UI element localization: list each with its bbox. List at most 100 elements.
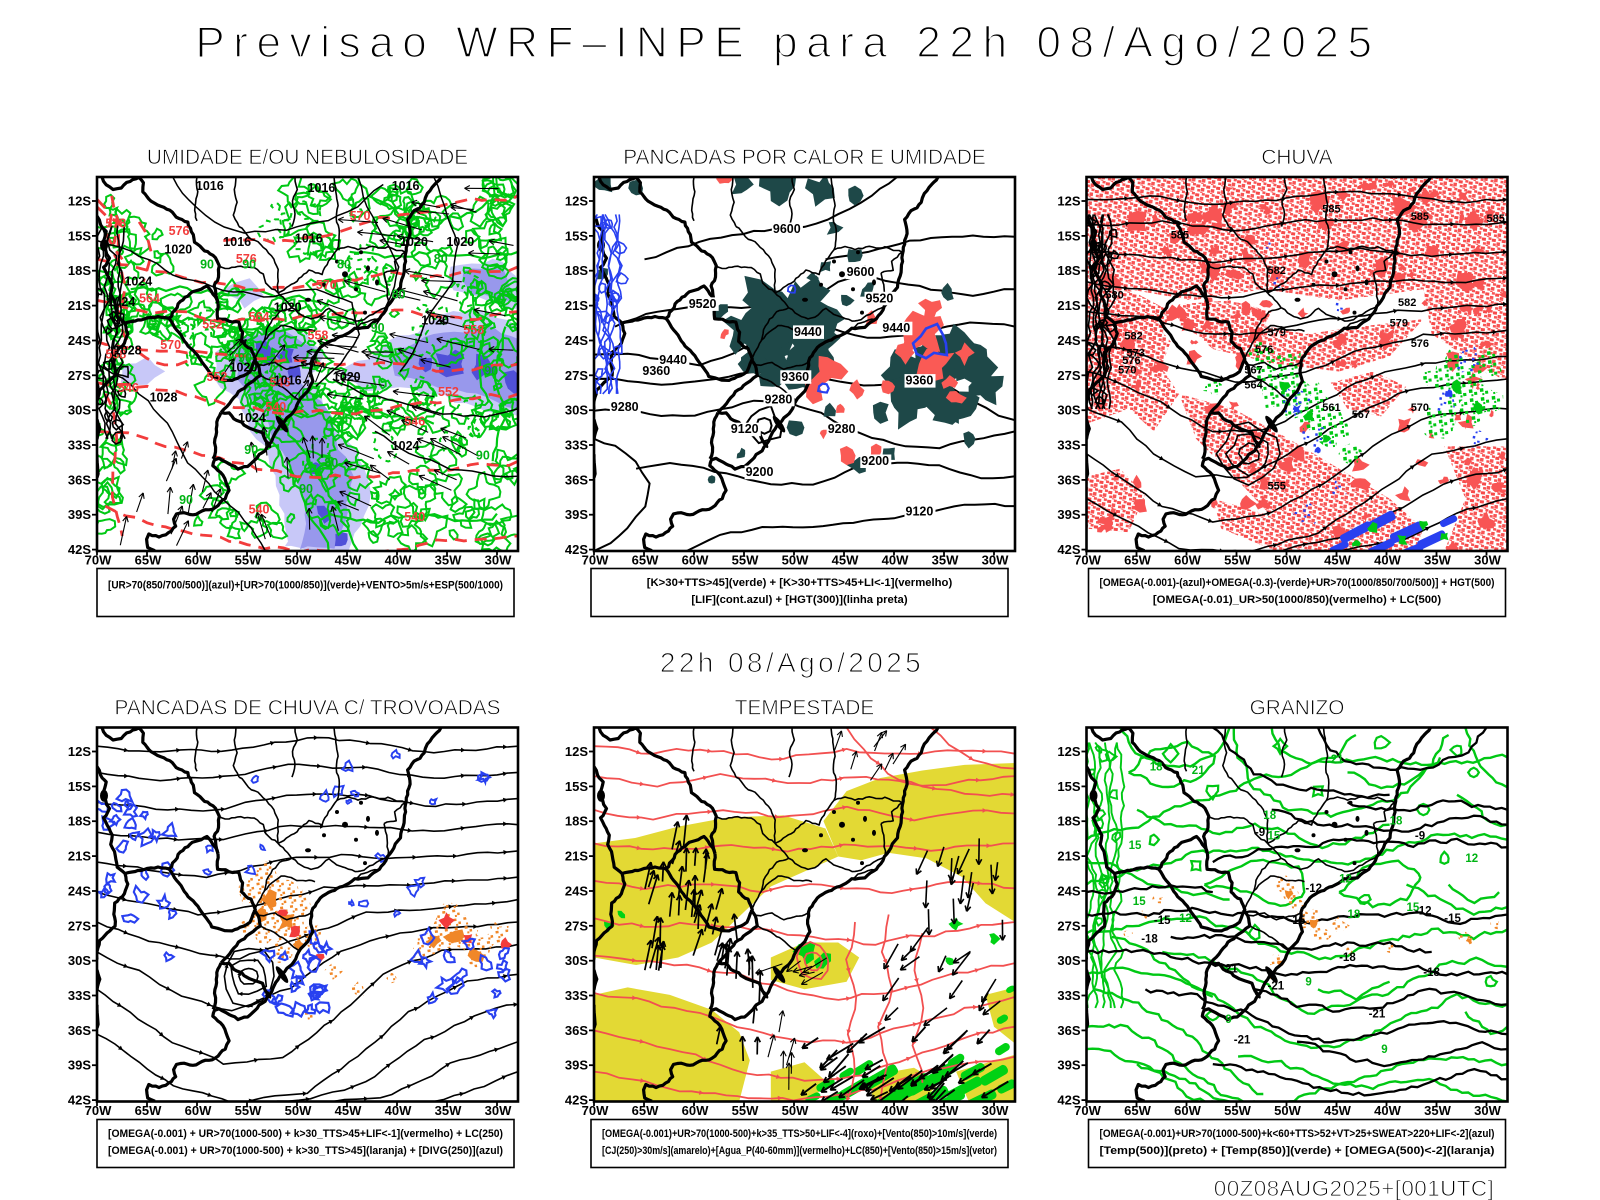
svg-text:90: 90 [371,321,385,335]
svg-text:40W: 40W [882,1103,909,1118]
svg-text:35W: 35W [932,1103,959,1118]
svg-text:15S: 15S [565,779,588,794]
svg-text:45W: 45W [1324,1103,1351,1118]
svg-text:[LIF](cont.azul) + [HGT(300): [LIF](cont.azul) + [HGT(300)](linha pret… [691,594,907,606]
svg-text:33S: 33S [68,988,91,1003]
svg-text:35W: 35W [932,553,959,568]
svg-text:15S: 15S [565,228,588,243]
svg-text:21: 21 [1192,765,1205,777]
svg-text:540: 540 [404,510,425,524]
svg-text:40W: 40W [385,1103,412,1118]
svg-text:576: 576 [236,252,257,266]
svg-text:-15: -15 [1154,915,1171,927]
svg-text:[K>30+TTS>45](verde) + [K>30: [K>30+TTS>45](verde) + [K>30+TTS>45+LI<-… [647,577,953,589]
svg-text:567: 567 [1352,409,1370,421]
svg-text:1020: 1020 [164,243,192,257]
svg-text:35W: 35W [435,553,462,568]
svg-text:9: 9 [1305,977,1311,989]
svg-text:60W: 60W [185,1103,212,1118]
svg-text:12: 12 [1339,874,1352,886]
svg-text:70W: 70W [1074,1103,1101,1118]
svg-text:24S: 24S [565,333,588,348]
svg-text:30W: 30W [1474,553,1501,568]
svg-text:50W: 50W [1274,553,1301,568]
svg-text:65W: 65W [1124,1103,1151,1118]
svg-text:39S: 39S [565,1058,588,1073]
svg-text:21S: 21S [1057,849,1080,864]
svg-text:30W: 30W [485,553,512,568]
svg-text:546: 546 [118,381,139,395]
svg-text:12S: 12S [565,194,588,209]
svg-text:-18: -18 [1339,952,1356,964]
svg-text:9: 9 [1381,1044,1387,1056]
svg-text:552: 552 [202,318,223,332]
svg-text:9120: 9120 [906,505,934,519]
svg-text:1020: 1020 [400,235,428,249]
svg-text:9120: 9120 [731,422,759,436]
svg-text:18S: 18S [565,263,588,278]
svg-text:80: 80 [392,288,406,302]
svg-text:1024: 1024 [392,439,420,453]
svg-text:15: 15 [1133,896,1146,908]
svg-text:576: 576 [1411,338,1429,350]
svg-text:570: 570 [160,338,181,352]
svg-text:65W: 65W [632,1103,659,1118]
svg-text:558: 558 [463,323,484,337]
svg-text:9600: 9600 [773,222,801,236]
svg-text:42S: 42S [68,1093,91,1108]
svg-text:90: 90 [244,443,258,457]
svg-text:30S: 30S [565,953,588,968]
svg-text:24S: 24S [1057,333,1080,348]
svg-text:22h 08/Ago/2025: 22h 08/Ago/2025 [660,647,924,678]
svg-text:60W: 60W [1174,553,1201,568]
svg-text:60W: 60W [682,553,709,568]
svg-text:-21: -21 [1221,964,1238,976]
svg-text:27S: 27S [565,368,588,383]
svg-text:1024: 1024 [108,295,136,309]
svg-text:579: 579 [1390,318,1408,330]
svg-text:36S: 36S [1057,1023,1080,1038]
svg-text:PANCADAS POR CALOR E UMIDADE: PANCADAS POR CALOR E UMIDADE [623,146,985,169]
svg-text:1016: 1016 [223,235,251,249]
svg-text:21S: 21S [565,298,588,313]
svg-text:1016: 1016 [295,231,323,245]
svg-text:573: 573 [1127,348,1145,360]
svg-text:40W: 40W [882,553,909,568]
svg-text:24S: 24S [68,884,91,899]
svg-text:35W: 35W [435,1103,462,1118]
svg-text:1020: 1020 [421,314,449,328]
svg-text:1020: 1020 [274,301,302,315]
svg-text:585: 585 [1322,204,1340,216]
svg-text:36S: 36S [565,472,588,487]
svg-text:90: 90 [238,351,252,365]
svg-text:70W: 70W [582,1103,609,1118]
svg-text:1016: 1016 [392,179,420,193]
svg-text:[OMEGA(-0.01)_UR>50(1000/850)(: [OMEGA(-0.01)_UR>50(1000/850)(vermelho) … [1153,594,1441,606]
svg-text:[OMEGA(-0.001)+UR>70(1000-500): [OMEGA(-0.001)+UR>70(1000-500)+k<60+TTS>… [1100,1128,1495,1140]
svg-text:9600: 9600 [847,265,875,279]
svg-text:9280: 9280 [828,422,856,436]
svg-text:30S: 30S [68,953,91,968]
svg-text:90: 90 [179,493,193,507]
svg-text:18: 18 [1390,816,1403,828]
svg-text:90: 90 [476,448,490,462]
svg-text:18S: 18S [565,814,588,829]
svg-text:585: 585 [1171,230,1189,242]
svg-text:[OMEGA(-0.001) + UR>70(1000-: [OMEGA(-0.001) + UR>70(1000-500) + k>30_… [108,1128,503,1140]
svg-text:36S: 36S [68,1023,91,1038]
svg-text:-15: -15 [1289,915,1306,927]
svg-text:18S: 18S [1057,814,1080,829]
svg-text:50W: 50W [782,553,809,568]
svg-text:30W: 30W [982,1103,1009,1118]
svg-text:21S: 21S [68,298,91,313]
svg-text:9440: 9440 [659,353,687,367]
svg-text:24S: 24S [68,333,91,348]
svg-text:1016: 1016 [308,181,336,195]
svg-text:1024: 1024 [124,275,152,289]
svg-text:33S: 33S [68,438,91,453]
svg-text:12S: 12S [68,194,91,209]
svg-text:1020: 1020 [446,235,474,249]
svg-text:9200: 9200 [861,454,889,468]
svg-text:[Temp(500)](preto) + [Temp(8: [Temp(500)](preto) + [Temp(850)](verde) … [1100,1145,1495,1157]
svg-text:9280: 9280 [611,400,639,414]
